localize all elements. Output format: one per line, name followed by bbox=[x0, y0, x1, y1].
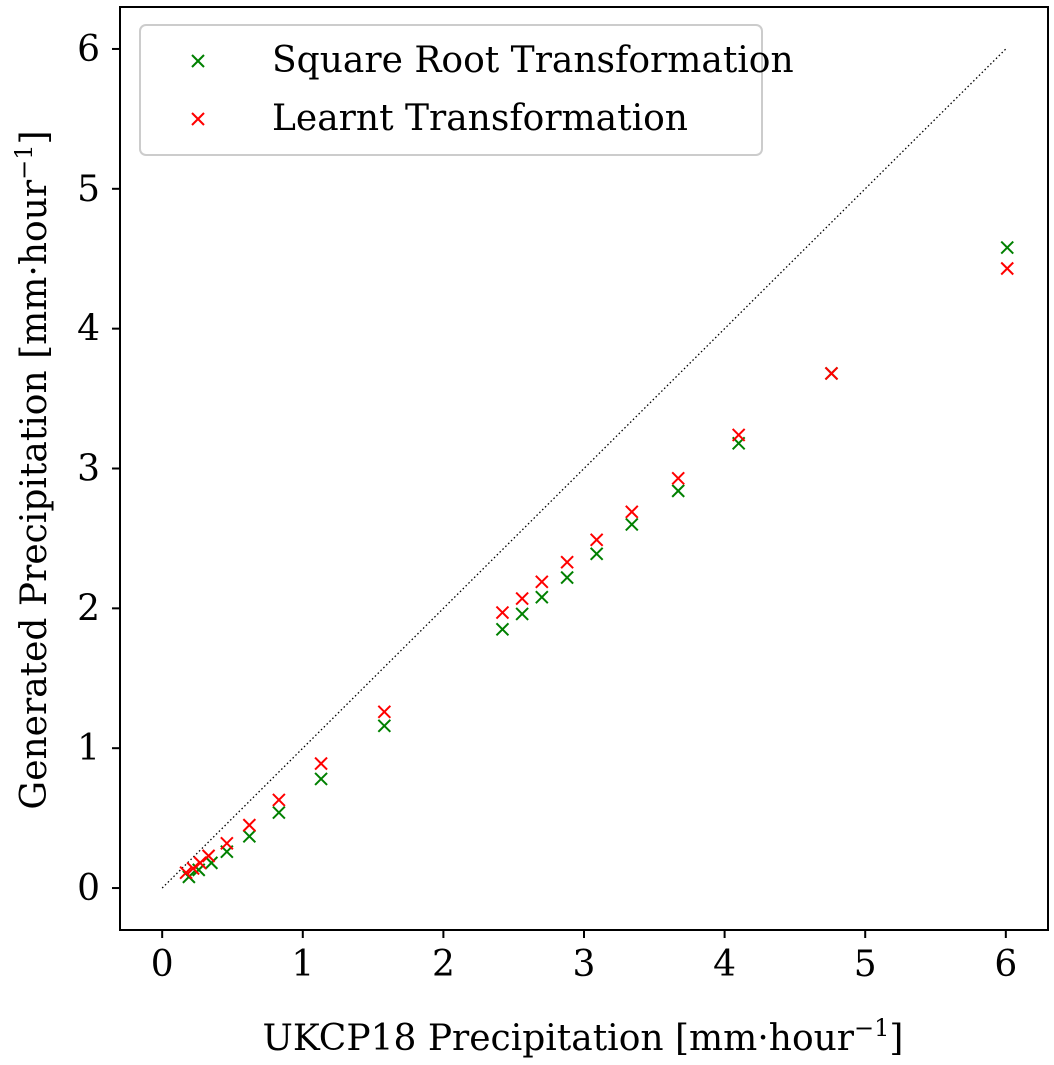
learnt-point bbox=[1000, 261, 1014, 276]
learnt-point bbox=[625, 505, 639, 519]
y-tick-label: 4 bbox=[77, 309, 100, 350]
y-tick-label: 2 bbox=[77, 588, 100, 629]
legend-marker-square-root bbox=[191, 54, 205, 68]
square-root-point bbox=[242, 829, 257, 844]
learnt-point bbox=[824, 366, 839, 381]
legend-box bbox=[139, 24, 763, 156]
y-tick-label: 5 bbox=[77, 169, 100, 210]
legend-x-marker bbox=[191, 54, 205, 68]
learnt-point bbox=[589, 533, 604, 547]
learnt-point bbox=[314, 756, 328, 771]
learnt-point bbox=[220, 836, 234, 851]
y-axis-label: Generated Precipitation [mm·hour−1] bbox=[10, 130, 55, 809]
legend-label-learnt: Learnt Transformation bbox=[272, 98, 688, 139]
x-tick-label: 1 bbox=[291, 944, 314, 985]
learnt-point bbox=[193, 856, 207, 870]
legend-label-square-root: Square Root Transformation bbox=[272, 40, 794, 81]
square-root-point bbox=[589, 547, 604, 561]
y-tick-label: 0 bbox=[77, 868, 100, 909]
x-tick-label: 4 bbox=[713, 944, 736, 985]
square-root-point bbox=[204, 856, 219, 870]
identity-reference-line bbox=[161, 48, 1007, 889]
square-root-point bbox=[495, 622, 510, 637]
x-tick-label: 0 bbox=[151, 944, 174, 985]
y-tick-label: 1 bbox=[77, 728, 100, 769]
learnt-point bbox=[560, 555, 574, 569]
learnt-point bbox=[201, 849, 216, 863]
square-root-point bbox=[377, 719, 392, 733]
legend-marker-learnt bbox=[191, 112, 205, 126]
learnt-point bbox=[186, 861, 200, 876]
square-root-point bbox=[314, 772, 328, 786]
plot-layer bbox=[161, 48, 1014, 889]
learnt-point bbox=[179, 865, 193, 880]
x-tick-label: 3 bbox=[573, 944, 596, 985]
square-root-point bbox=[535, 590, 549, 604]
x-axis-label: UKCP18 Precipitation [mm·hour−1] bbox=[263, 1014, 904, 1059]
learnt-point bbox=[535, 575, 549, 589]
square-root-point bbox=[515, 607, 529, 621]
learnt-point bbox=[515, 591, 529, 606]
square-root-point bbox=[272, 805, 286, 820]
y-tick-label: 3 bbox=[77, 449, 100, 490]
x-tick-label: 2 bbox=[432, 944, 455, 985]
learnt-point bbox=[242, 818, 257, 832]
square-root-point bbox=[625, 517, 639, 532]
square-root-point bbox=[1000, 240, 1014, 255]
legend-x-marker bbox=[191, 112, 205, 126]
learnt-point bbox=[377, 705, 392, 719]
square-root-point bbox=[560, 570, 574, 585]
x-tick-label: 5 bbox=[854, 944, 877, 985]
learnt-point bbox=[671, 471, 685, 485]
learnt-point bbox=[495, 605, 510, 620]
learnt-point bbox=[731, 428, 746, 442]
square-root-point bbox=[671, 484, 685, 498]
y-tick-label: 6 bbox=[77, 29, 100, 70]
x-tick-label: 6 bbox=[994, 944, 1017, 985]
legend: Square Root Transformation Learnt Transf… bbox=[139, 24, 794, 156]
learnt-point bbox=[272, 793, 286, 807]
